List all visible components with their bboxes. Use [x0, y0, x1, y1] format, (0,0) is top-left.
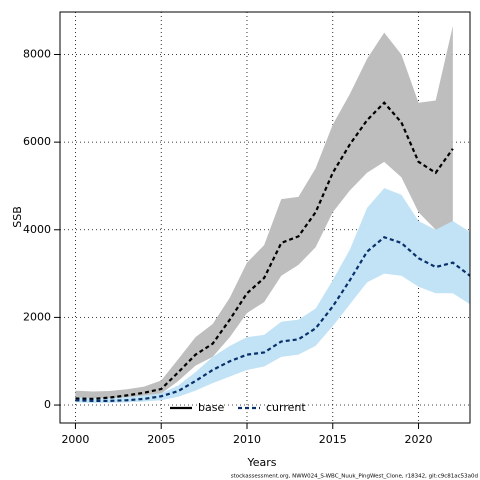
x-tick-label: 2005: [147, 433, 175, 446]
confidence-band: [75, 188, 470, 403]
confidence-band: [75, 26, 453, 402]
x-axis-label: Years: [246, 456, 276, 469]
series-line: [75, 235, 471, 402]
y-tick-label: 2000: [23, 310, 51, 323]
legend-label: current: [266, 401, 306, 414]
y-tick-label: 0: [44, 398, 51, 411]
legend: base current: [170, 401, 306, 414]
series-line: [75, 101, 454, 401]
y-axis-label: SSB: [11, 206, 24, 228]
y-tick-label: 6000: [23, 135, 51, 148]
y-tick-label: 8000: [23, 48, 51, 61]
caption: stockassessment.org, NWW024_S-WBC_Nuuk_P…: [231, 474, 478, 480]
plot-frame: [59, 11, 471, 424]
x-tick-label: 2010: [233, 433, 261, 446]
y-tick-label: 4000: [23, 223, 51, 236]
x-tick-label: 2015: [319, 433, 347, 446]
legend-label: base: [198, 401, 224, 414]
x-tick-label: 2000: [61, 433, 89, 446]
x-tick-label: 2020: [405, 433, 433, 446]
